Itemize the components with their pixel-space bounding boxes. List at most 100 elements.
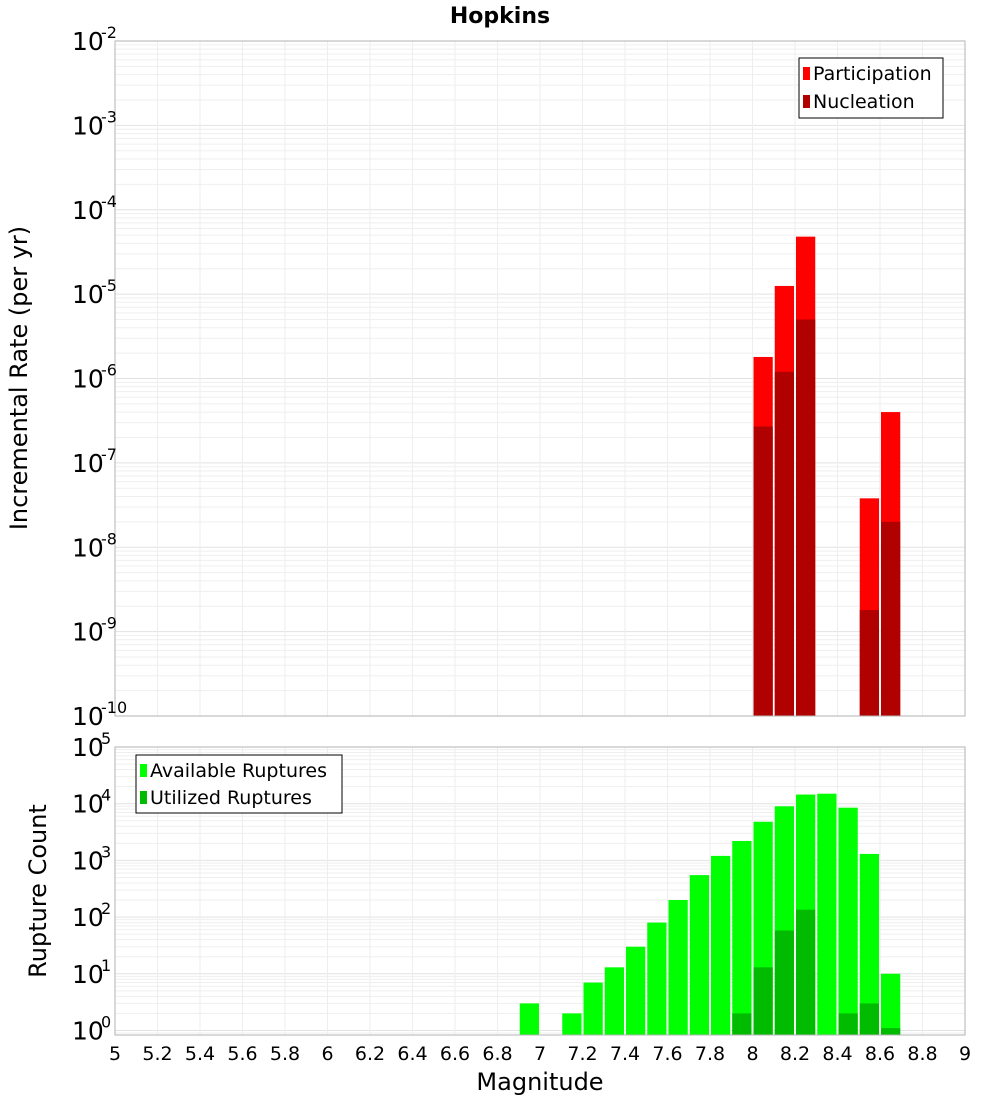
x-tick-label: 9 [959,1043,971,1065]
x-tick-label: 7.8 [695,1043,725,1065]
top-legend-box [798,57,944,119]
x-tick-label: 5 [109,1043,121,1065]
bottom-bar-available-ruptures [626,946,646,1035]
bottom-y-tick-exponent: 3 [101,842,111,861]
top-y-tick-label: 10 [72,111,104,140]
bottom-bar-utilized-ruptures [732,1013,752,1035]
legend-swatch-available-ruptures [140,764,147,777]
top-y-tick-exponent: -7 [101,445,117,464]
bottom-bar-available-ruptures [604,967,624,1035]
top-bar-nucleation [753,426,773,716]
x-tick-label: 7.2 [567,1043,597,1065]
x-tick-label: 5.8 [270,1043,300,1065]
x-tick-label: 8.8 [907,1043,937,1065]
legend-swatch-nucleation [803,95,810,108]
bottom-bar-available-ruptures [817,793,837,1035]
top-y-tick-exponent: -6 [101,361,117,380]
bottom-bar-available-ruptures [689,875,709,1035]
top-bar-nucleation [796,319,816,716]
bottom-bar-available-ruptures [838,807,858,1035]
top-panel: Hopkins 10-1010-910-810-710-610-510-410-… [5,4,966,731]
top-bars [753,236,901,716]
top-y-tick-label: 10 [72,618,104,647]
legend-label-available-ruptures: Available Ruptures [150,760,327,782]
top-bar-nucleation [881,521,901,716]
top-bar-nucleation [774,371,794,716]
top-bar-nucleation [859,610,879,716]
bottom-plot-border [114,746,966,1036]
bottom-bar-available-ruptures [668,900,688,1035]
top-y-tick-label: 10 [72,449,104,478]
chart-title: Hopkins [450,4,550,29]
x-tick-label: 6.8 [482,1043,512,1065]
bottom-y-tick-exponent: 4 [101,786,111,805]
x-axis-title: Magnitude [476,1068,603,1096]
x-tick-label: 6.6 [440,1043,470,1065]
bottom-y-tick-exponent: 0 [101,1012,111,1031]
bottom-bar-available-ruptures [583,982,603,1035]
top-y-tick-exponent: -8 [101,529,117,548]
bottom-y-axis-title: Rupture Count [24,804,52,978]
bottom-bar-utilized-ruptures [753,967,773,1035]
x-tick-label: 7.6 [652,1043,682,1065]
bottom-bar-available-ruptures [732,840,752,1035]
bottom-bar-available-ruptures [881,973,901,1035]
legend-swatch-utilized-ruptures [140,791,147,804]
bottom-bar-utilized-ruptures [774,930,794,1035]
bottom-y-tick-label: 10 [72,1016,104,1045]
bottom-bar-available-ruptures [711,855,731,1035]
x-tick-label: 6.4 [397,1043,427,1065]
top-y-tick-exponent: -5 [101,276,117,295]
x-tick-label: 5.4 [185,1043,215,1065]
top-y-tick-label: 10 [72,533,104,562]
x-tick-label: 6.2 [355,1043,385,1065]
top-y-tick-label: 10 [72,365,104,394]
top-y-tick-exponent: -2 [101,23,117,42]
x-tick-label: 5.2 [142,1043,172,1065]
bottom-y-tick-label: 10 [72,790,104,819]
top-legend: Participation Nucleation [798,57,944,119]
x-tick-label: 8 [746,1043,758,1065]
x-tick-label: 8.2 [780,1043,810,1065]
top-y-tick-exponent: -10 [101,698,127,717]
bottom-y-tick-exponent: 5 [101,729,111,748]
x-tick-label: 7 [534,1043,546,1065]
top-y-tick-label: 10 [72,280,104,309]
bottom-y-tick-label: 10 [72,903,104,932]
x-tick-label: 6 [321,1043,333,1065]
x-tick-label: 8.4 [822,1043,852,1065]
top-y-tick-label: 10 [72,196,104,225]
bottom-bar-available-ruptures [647,922,667,1035]
bottom-bar-utilized-ruptures [881,1028,901,1035]
bottom-legend: Available Ruptures Utilized Ruptures [135,754,343,814]
top-plot-border [114,40,966,717]
top-y-tick-exponent: -3 [101,107,117,126]
bottom-bar-utilized-ruptures [838,1013,858,1035]
bottom-bars [519,793,901,1035]
top-y-tick-label: 10 [72,27,104,56]
bottom-legend-box [135,754,343,814]
top-y-tick-exponent: -9 [101,614,117,633]
bottom-y-tick-label: 10 [72,960,104,989]
legend-label-participation: Participation [813,63,932,85]
legend-swatch-participation [803,67,810,80]
top-grid [114,41,966,717]
bottom-bar-available-ruptures [519,1003,539,1035]
legend-label-nucleation: Nucleation [813,91,915,113]
legend-label-utilized-ruptures: Utilized Ruptures [150,787,312,809]
x-tick-label: 5.6 [227,1043,257,1065]
bottom-y-tick-exponent: 1 [101,956,111,975]
bottom-y-tick-label: 10 [72,846,104,875]
bottom-bar-utilized-ruptures [796,909,816,1035]
top-y-axis-title: Incremental Rate (per yr) [5,226,33,530]
top-y-tick-label: 10 [72,702,104,731]
bottom-y-tick-label: 10 [72,733,104,762]
bottom-bar-available-ruptures [859,853,879,1035]
x-tick-labels: 5 5.2 5.4 5.6 5.8 6 6.2 6.4 6.6 6.8 7 7.2 7.4 7.6 7.8 8… [109,1043,971,1065]
bottom-bar-utilized-ruptures [859,1003,879,1035]
bottom-bar-available-ruptures [562,1013,582,1035]
